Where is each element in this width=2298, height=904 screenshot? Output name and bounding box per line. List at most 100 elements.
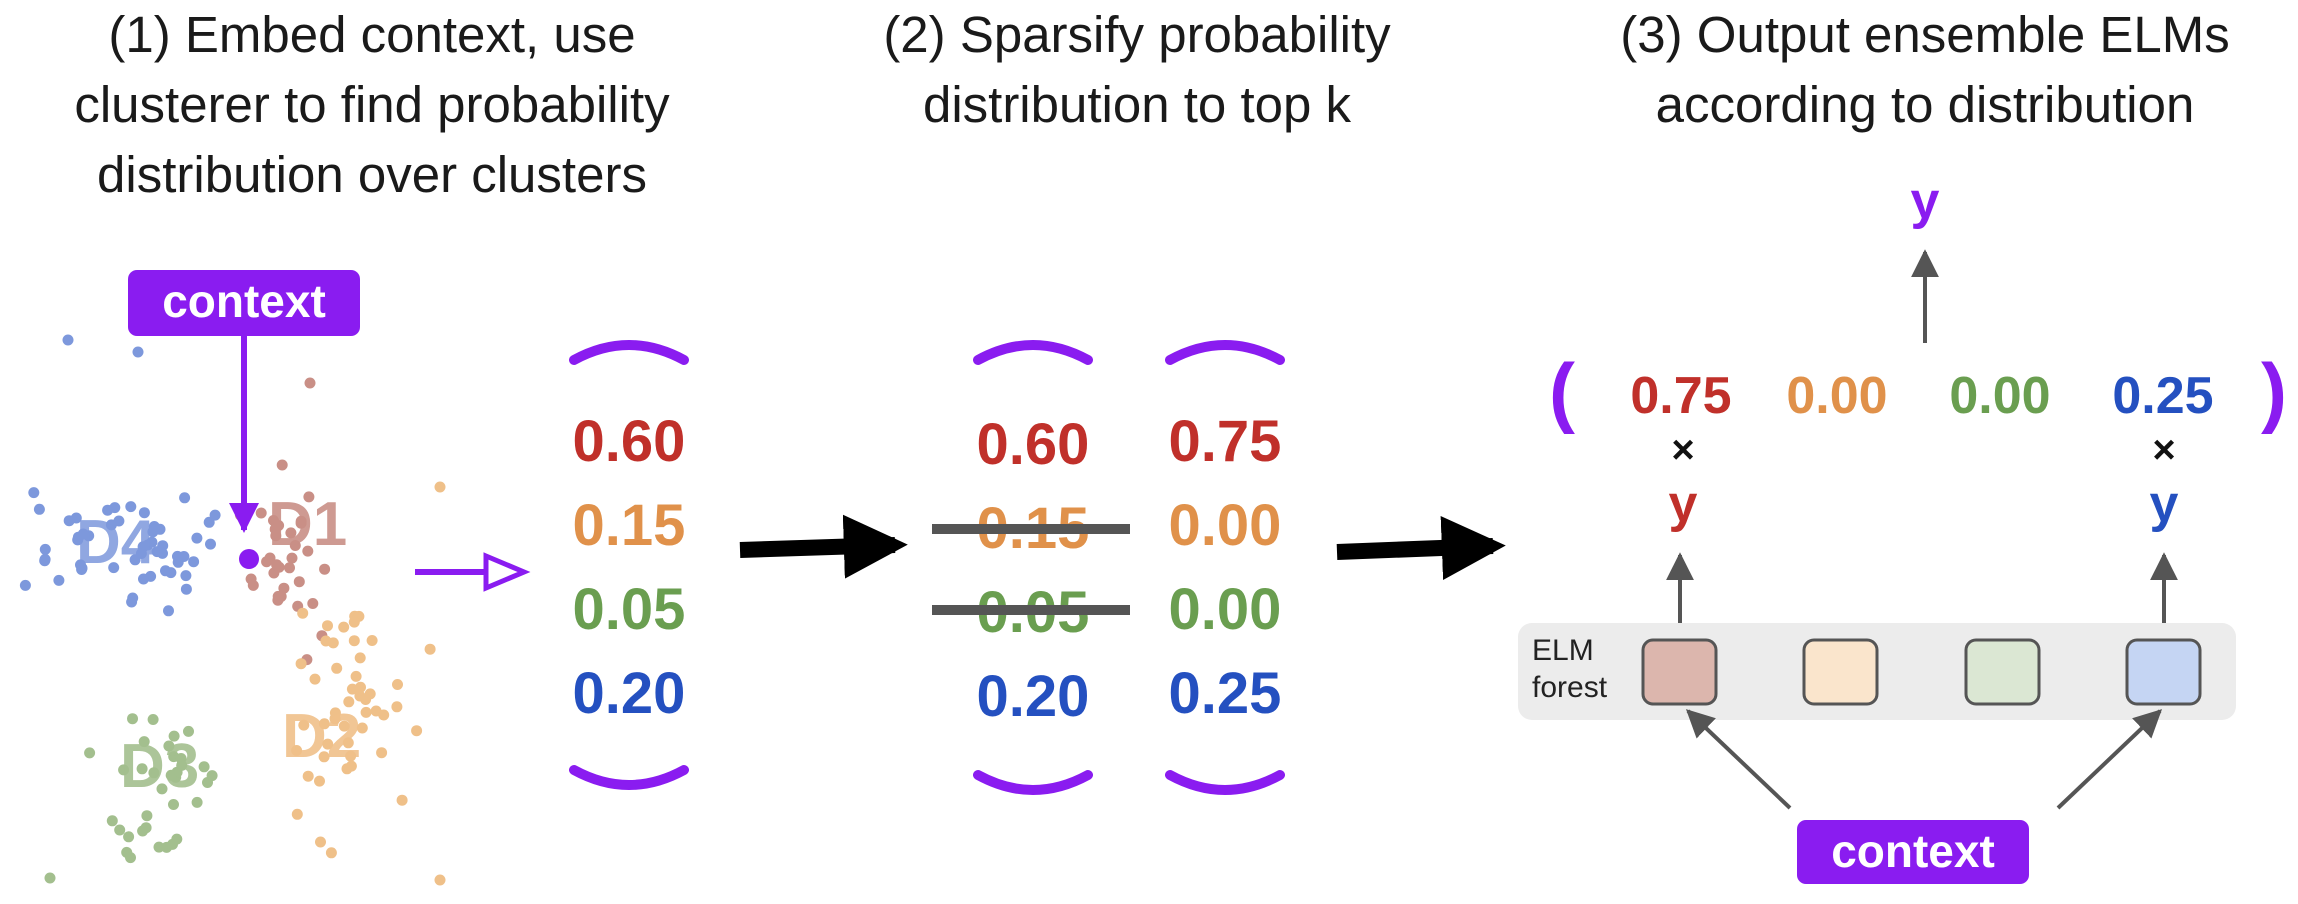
step2-title-line2: distribution to top k	[923, 76, 1352, 133]
d2-point	[356, 722, 368, 734]
d1-point	[269, 523, 281, 535]
d3-point	[156, 783, 168, 795]
d2-point	[345, 760, 357, 772]
cluster-labels: D1 D2 D3 D4	[76, 490, 361, 801]
times-symbol-2: ×	[2152, 428, 2175, 472]
d3-point	[171, 833, 183, 845]
expert-output-y-2: y	[2150, 475, 2179, 533]
d1-point	[276, 459, 288, 471]
d1-point	[261, 556, 273, 568]
cluster-label-d2: D2	[282, 702, 361, 771]
topk-value-d3: 0.00	[1169, 577, 1282, 642]
d2-point	[391, 701, 403, 713]
d2-point	[295, 658, 307, 670]
d1-point	[304, 377, 316, 389]
d1-point	[284, 562, 295, 574]
d3-point	[123, 831, 135, 843]
ensemble-weight-3: 0.00	[1949, 367, 2050, 425]
dist-value-d4: 0.20	[573, 661, 686, 726]
d4-point	[63, 515, 75, 527]
d4-point	[126, 596, 138, 608]
d3-point	[114, 824, 126, 836]
d3-point	[191, 796, 203, 808]
d2-point	[314, 775, 325, 787]
d3-point	[148, 767, 160, 779]
d2-point	[348, 616, 360, 628]
d2-point	[343, 696, 355, 708]
d3-point	[198, 761, 210, 773]
d2-point	[345, 750, 357, 762]
d4-point	[147, 526, 159, 538]
d3-point	[136, 763, 148, 775]
orig-value-d4: 0.20	[977, 664, 1090, 729]
weights-paren-close: )	[2261, 347, 2287, 435]
d2-point	[320, 635, 332, 647]
d4-point	[160, 565, 171, 577]
context-point	[239, 549, 259, 569]
d3-point	[206, 770, 218, 782]
cluster-label-d3: D3	[120, 732, 199, 801]
dist-value-d3: 0.05	[573, 577, 686, 642]
context-badge	[128, 270, 360, 336]
d2-point	[338, 720, 350, 732]
d4-point	[75, 559, 86, 571]
d2-point	[424, 643, 436, 655]
d3-point	[168, 799, 179, 810]
orig-bracket-bottom	[973, 770, 1093, 795]
d2-point	[366, 635, 378, 646]
d3-point	[118, 764, 130, 776]
d3-point	[44, 872, 56, 884]
d4-point	[125, 501, 137, 513]
times-symbol-1: ×	[1671, 428, 1694, 472]
elm-expert-1	[1641, 638, 1718, 706]
d4-point	[33, 503, 45, 515]
d1-point	[303, 491, 315, 503]
topk-value-d1: 0.75	[1169, 409, 1282, 474]
context-badge-label: context	[162, 275, 326, 327]
d2-point	[322, 620, 333, 632]
topk-bracket-bottom	[1165, 770, 1285, 795]
step2-title: (2) Sparsify probability distribution to…	[883, 6, 1391, 133]
d1-point	[289, 540, 301, 551]
d4-point	[39, 555, 51, 567]
d2-point	[297, 607, 309, 619]
ensemble-context-badge	[1797, 820, 2029, 884]
ensemble-panel: y ( 0.75 0.00 0.00 0.25 ) × × y y ELM fo…	[1518, 172, 2287, 884]
d4-point	[28, 487, 40, 499]
cluster-label-d4: D4	[76, 508, 156, 577]
dist-value-d2: 0.15	[573, 493, 686, 558]
d2-point	[378, 709, 390, 721]
d1-point	[278, 582, 290, 594]
d2-point	[291, 808, 303, 820]
d4-point	[108, 562, 120, 574]
d4-point	[53, 574, 65, 586]
d4-point	[188, 556, 200, 568]
dist-value-d1: 0.60	[573, 409, 686, 474]
topk-bracket-top	[1165, 340, 1285, 365]
step3-title-line2: according to distribution	[1656, 76, 2195, 133]
d4-point	[191, 532, 203, 544]
ensemble-weight-1: 0.75	[1630, 367, 1731, 425]
topk-value-d4: 0.25	[1169, 661, 1282, 726]
d2-point	[331, 662, 343, 674]
d2-point	[322, 738, 334, 750]
d3-point	[183, 725, 194, 737]
step1-title-line2: clusterer to find probability	[74, 76, 670, 133]
dist-bracket-bottom	[569, 765, 689, 790]
d2-point	[298, 719, 310, 731]
d1-point	[293, 576, 305, 588]
d4-point	[138, 573, 149, 585]
d3-point	[84, 747, 96, 759]
ensemble-weight-2: 0.00	[1786, 367, 1887, 425]
d2-point	[318, 751, 330, 763]
d2-point	[291, 745, 303, 756]
d4-point	[138, 507, 150, 519]
dist-bracket-top	[569, 340, 689, 365]
step3-title-line1: (3) Output ensemble ELMs	[1620, 6, 2229, 63]
d4-point	[105, 519, 117, 531]
step-arrow-1	[739, 514, 908, 579]
d2-point	[376, 747, 388, 759]
d2-point	[315, 836, 326, 848]
d2-point	[411, 725, 423, 737]
